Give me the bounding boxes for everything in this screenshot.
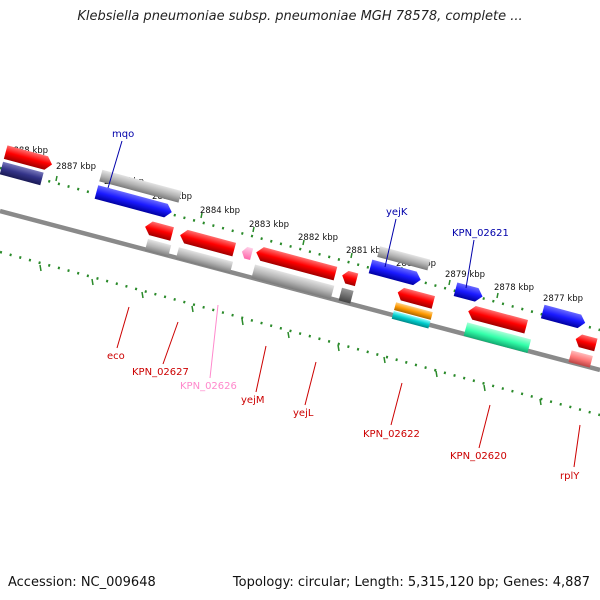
- label-rplY: rplY: [560, 471, 580, 482]
- leader-rplY: [573, 424, 581, 468]
- topology-label: Topology: circular; Length: 5,315,120 bp…: [232, 575, 590, 590]
- inner-tick-track: [0, 250, 600, 417]
- gene-KPN_02626[interactable]: [240, 246, 254, 261]
- gene-eco[interactable]: [143, 220, 174, 241]
- tick-label-2884: 2884 kbp: [200, 206, 240, 216]
- gene-KPN_02622-orange[interactable]: [394, 302, 433, 320]
- gene-yejL[interactable]: [340, 270, 359, 287]
- leader-KPN_02626: [209, 304, 219, 379]
- gene-KPN_02622-cyan[interactable]: [391, 310, 431, 329]
- outer-tick-track: [0, 166, 600, 332]
- gene-left-red[interactable]: [3, 145, 54, 171]
- leader-yejK: [384, 218, 397, 268]
- gene-mqo-gray[interactable]: [99, 169, 182, 203]
- tick-label-2878: 2878 kbp: [494, 283, 534, 293]
- gene-mqo[interactable]: [94, 185, 174, 219]
- gene-left-navy[interactable]: [0, 161, 44, 186]
- label-KPN_02621: KPN_02621: [452, 228, 509, 239]
- gene-KPN_02620[interactable]: [466, 305, 528, 334]
- gene-yejM-gray[interactable]: [251, 264, 335, 300]
- tick-label-2881: 2881 kbp: [346, 246, 386, 256]
- gene-yejK[interactable]: [368, 259, 423, 287]
- leader-KPN_02620: [478, 404, 491, 449]
- label-yejL: yejL: [293, 408, 314, 419]
- gene-yejK-gray[interactable]: [377, 246, 431, 271]
- gene-rplY[interactable]: [574, 333, 598, 352]
- label-KPN_02622: KPN_02622: [363, 429, 420, 440]
- tick-label-2879: 2879 kbp: [445, 270, 485, 280]
- label-KPN_02626: KPN_02626: [180, 381, 237, 392]
- gene-eco-gray[interactable]: [144, 238, 172, 257]
- leader-KPN_02621: [465, 239, 475, 289]
- gene-KPN_02622[interactable]: [396, 287, 436, 309]
- tick-label-2883: 2883 kbp: [249, 220, 289, 230]
- accession-label: Accession: NC_009648: [8, 575, 156, 590]
- label-mqo: mqo: [112, 129, 134, 140]
- leader-eco: [116, 306, 130, 349]
- gene-KPN_02620-teal[interactable]: [463, 322, 532, 354]
- label-KPN_02627: KPN_02627: [132, 367, 189, 378]
- gene-KPN_02627-gray[interactable]: [175, 247, 234, 274]
- label-yejM: yejM: [241, 395, 264, 406]
- label-eco: eco: [107, 351, 125, 362]
- gene-rplY-salmon[interactable]: [568, 350, 593, 368]
- tick-label-2882: 2882 kbp: [298, 233, 338, 243]
- leader-KPN_02622: [390, 382, 403, 426]
- leader-mqo: [107, 140, 123, 189]
- leader-KPN_02627: [162, 321, 179, 365]
- tick-label-2877: 2877 kbp: [543, 294, 583, 304]
- gene-blue-right[interactable]: [540, 304, 587, 330]
- gene-KPN_02627[interactable]: [178, 228, 237, 257]
- leader-yejM: [255, 345, 267, 393]
- gene-yejM[interactable]: [254, 246, 338, 281]
- map-title: Klebsiella pneumoniae subsp. pneumoniae …: [77, 9, 523, 24]
- label-yejK: yejK: [386, 207, 408, 218]
- gene-KPN_02621[interactable]: [453, 282, 485, 303]
- label-KPN_02620: KPN_02620: [450, 451, 507, 462]
- tick-label-2887: 2887 kbp: [56, 162, 96, 172]
- inner-tick-marks: [39, 264, 542, 406]
- leader-yejL: [304, 361, 317, 406]
- gene-yejL-dark[interactable]: [338, 287, 354, 304]
